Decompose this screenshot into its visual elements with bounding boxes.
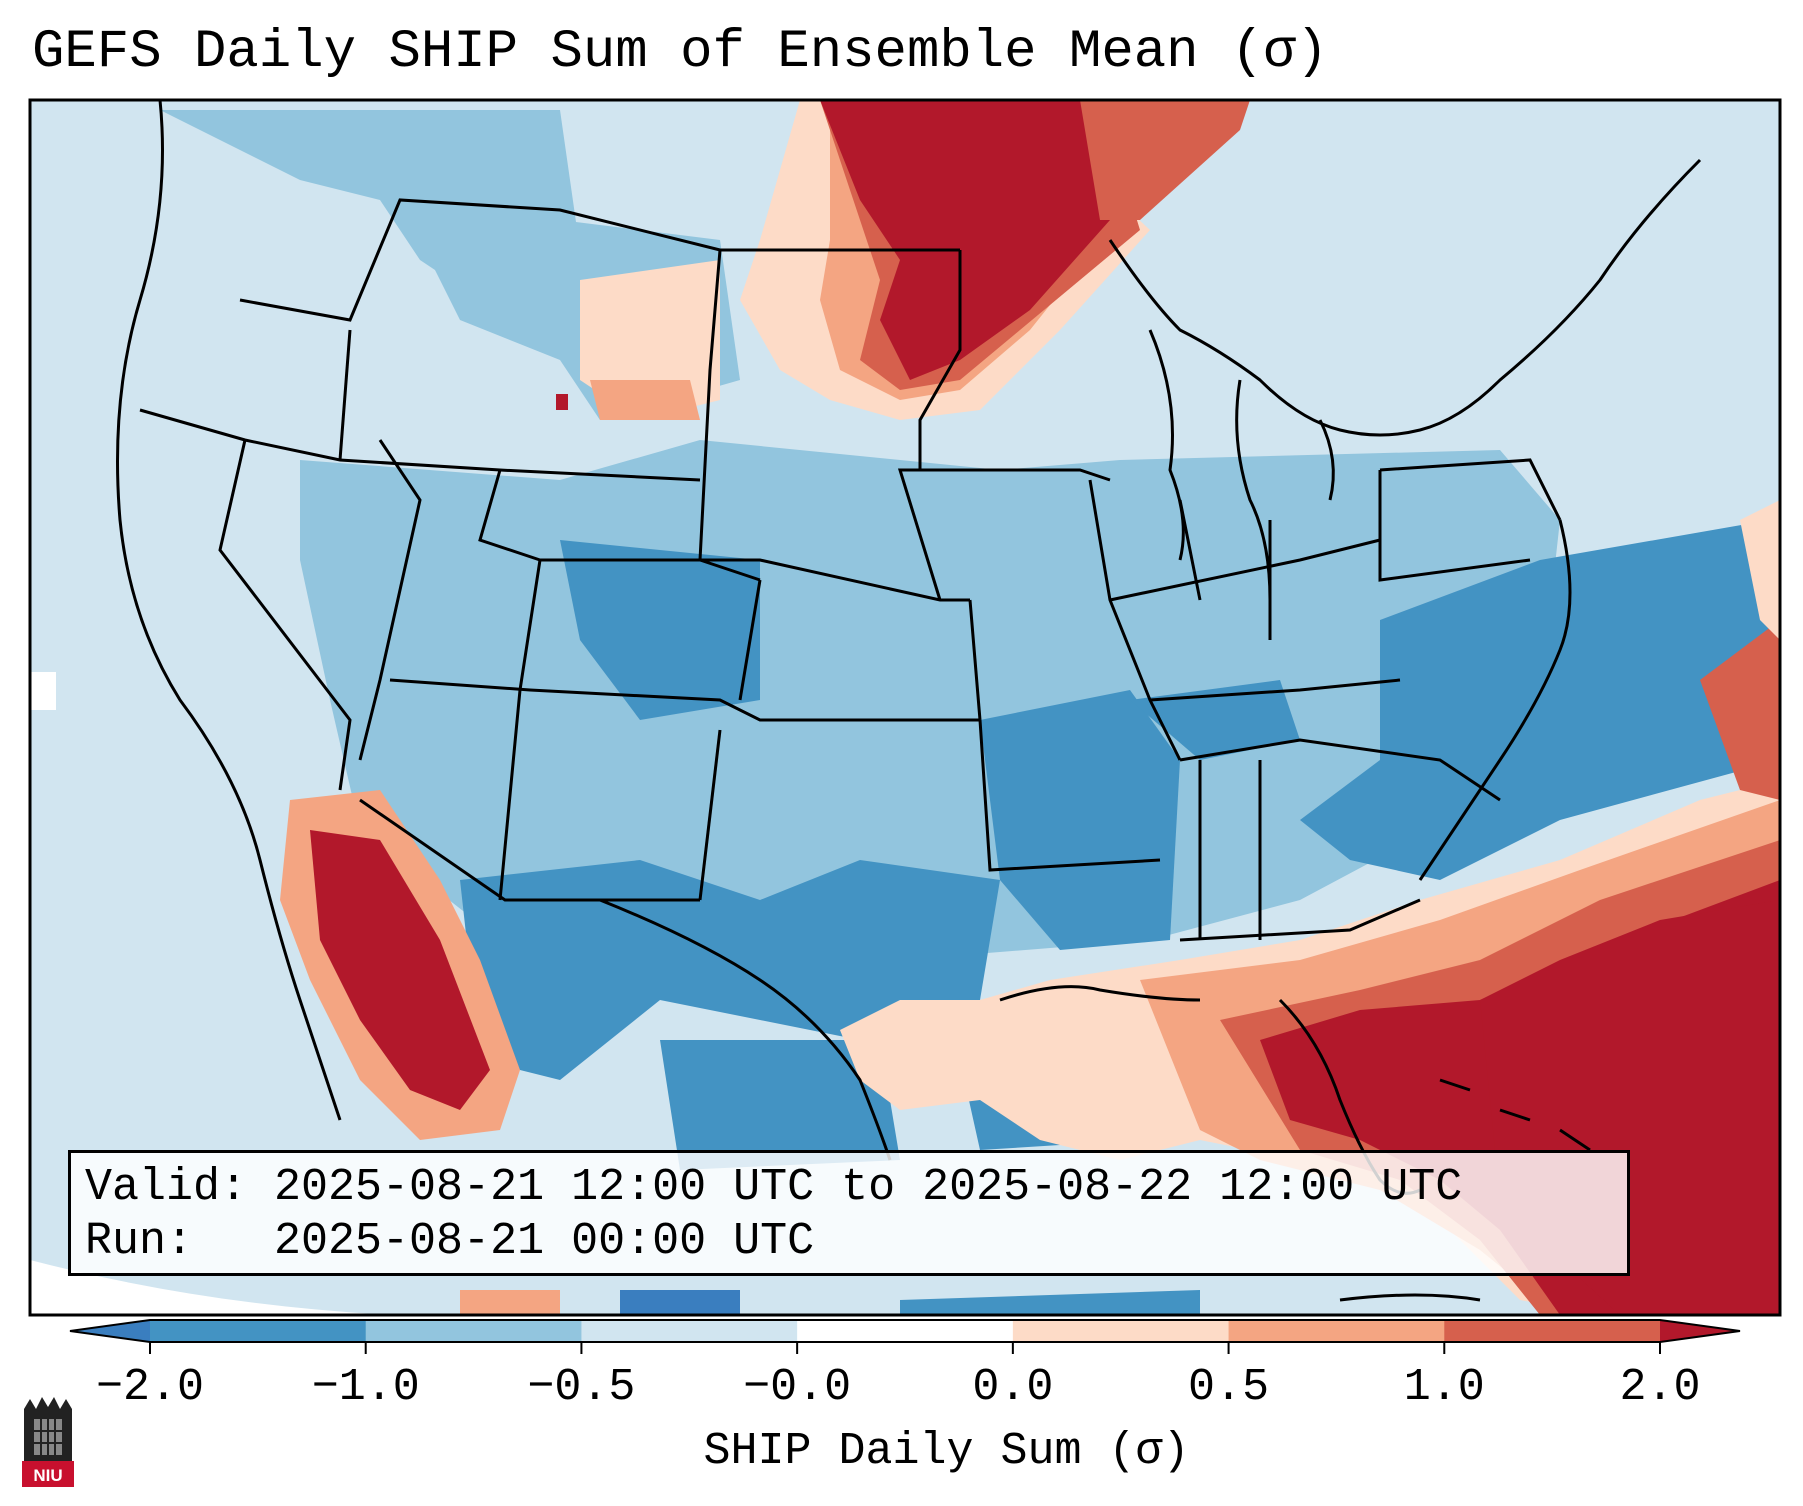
colorbar-segment: [797, 1320, 1014, 1342]
map-frame: [28, 98, 1782, 1317]
boundary-lines: [116, 100, 1702, 1302]
logo-text: NIU: [33, 1466, 62, 1485]
colorbar: [69, 1319, 1741, 1354]
colorbar-tick-label: −2.0: [95, 1362, 205, 1413]
map-title: GEFS Daily SHIP Sum of Ensemble Mean (σ): [32, 22, 1329, 83]
colorbar-extend-low: [70, 1320, 150, 1342]
colorbar-segment: [581, 1320, 798, 1342]
colorbar-tick-label: −0.5: [527, 1362, 636, 1413]
colorbar-tick-label: 2.0: [1619, 1362, 1701, 1413]
colorbar-segment: [1228, 1320, 1445, 1342]
colorbar-tick-label: −1.0: [311, 1362, 420, 1413]
colorbar-segment: [365, 1320, 582, 1342]
colorbar-label: SHIP Daily Sum (σ): [703, 1426, 1190, 1477]
colorbar-segment: [150, 1320, 367, 1342]
colorbar-tick-label: 0.0: [972, 1362, 1054, 1413]
run-time-text: Run: 2025-08-21 00:00 UTC: [85, 1216, 815, 1267]
colorbar-tick-label: 1.0: [1403, 1362, 1485, 1413]
colorbar-tick-label: −0.0: [743, 1362, 852, 1413]
colorbar-extend-high: [1660, 1320, 1740, 1342]
colorbar-tick-label: 0.5: [1188, 1362, 1270, 1413]
valid-time-text: Valid: 2025-08-21 12:00 UTC to 2025-08-2…: [85, 1162, 1463, 1213]
university-tower-icon: NIU: [22, 1397, 74, 1487]
colorbar-segment: [1444, 1320, 1661, 1342]
map-field: [30, 100, 1780, 1315]
colorbar-segment: [1012, 1320, 1230, 1342]
info-box: Valid: 2025-08-21 12:00 UTC to 2025-08-2…: [68, 1150, 1630, 1276]
